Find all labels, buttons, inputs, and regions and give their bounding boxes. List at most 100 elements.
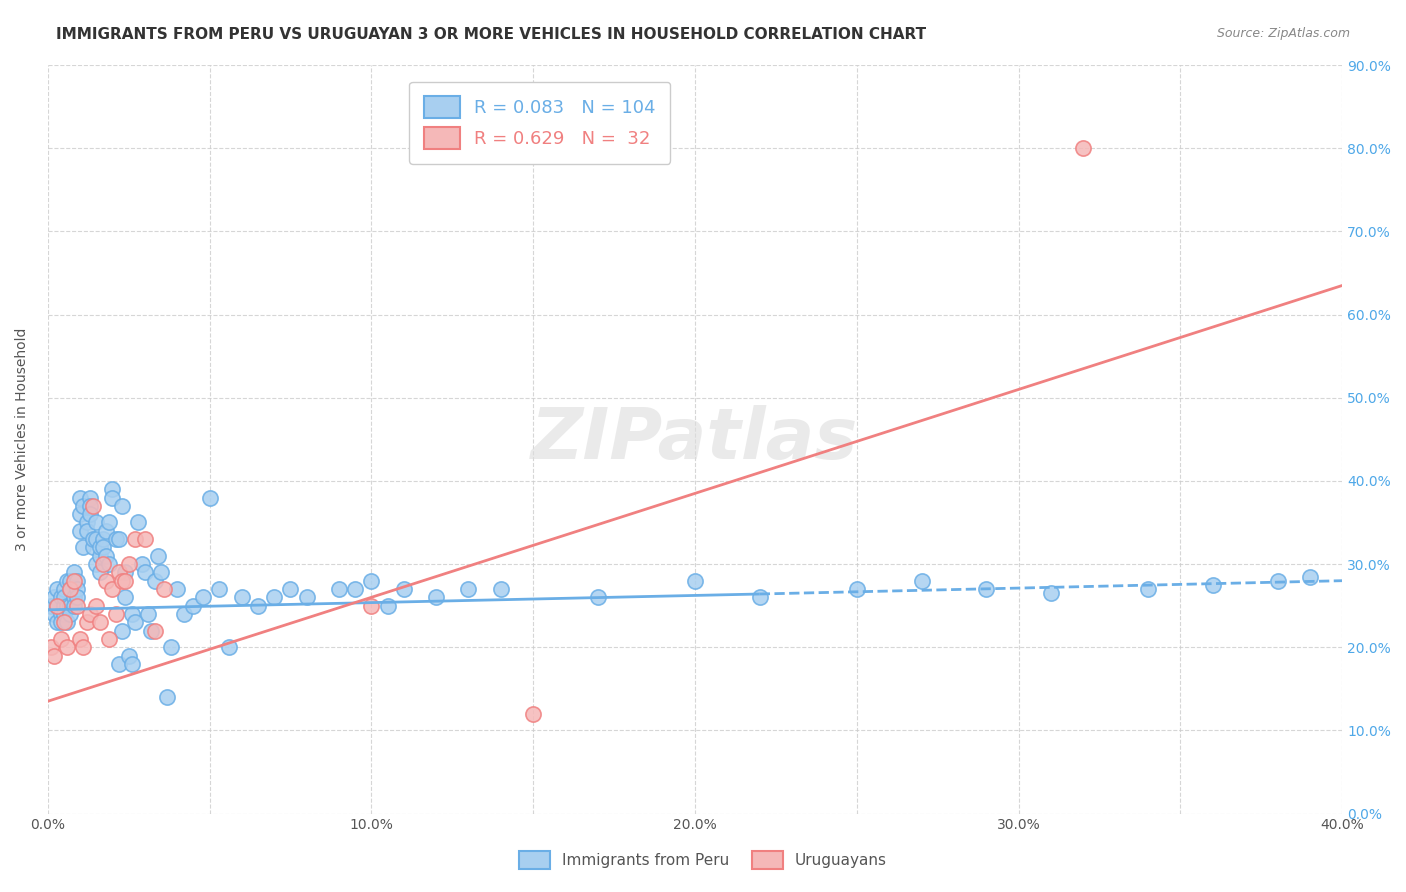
Point [39,599,62,613]
Point [66,599,89,613]
Point [59,599,82,613]
Point [91,532,114,546]
Point [586,591,609,605]
Point [69,524,91,538]
Point [98,557,121,571]
Point [84,599,107,613]
Point [82,532,104,546]
Point [141,624,163,638]
Point [153,582,176,596]
Point [98,516,121,530]
Point [46,615,69,630]
Point [79,507,101,521]
Point [56,640,79,655]
Point [76,516,98,530]
Point [62,566,84,580]
Point [84,557,107,571]
Point [360,574,382,588]
Point [328,582,350,596]
Point [39,640,62,655]
Point [121,607,143,621]
Point [457,582,479,596]
Point [91,541,114,555]
Point [46,582,69,596]
Point [44,648,66,663]
Point [111,574,134,588]
Point [52,591,75,605]
Point [82,541,104,555]
Point [231,591,253,605]
Point [127,516,149,530]
Point [218,640,240,655]
Point [52,615,75,630]
Point [136,607,159,621]
Point [69,491,91,505]
Point [489,582,512,596]
Point [101,482,124,496]
Point [59,582,82,596]
Point [79,491,101,505]
Point [156,690,179,705]
Point [108,532,131,546]
Point [89,615,111,630]
Point [1202,578,1225,592]
Point [360,599,382,613]
Point [114,574,136,588]
Legend: R = 0.083   N = 104, R = 0.629   N =  32: R = 0.083 N = 104, R = 0.629 N = 32 [409,81,671,163]
Point [59,607,82,621]
Text: IMMIGRANTS FROM PERU VS URUGUAYAN 3 OR MORE VEHICLES IN HOUSEHOLD CORRELATION CH: IMMIGRANTS FROM PERU VS URUGUAYAN 3 OR M… [56,27,927,42]
Legend: Immigrants from Peru, Uruguayans: Immigrants from Peru, Uruguayans [513,845,893,875]
Point [198,491,221,505]
Point [104,532,127,546]
Point [522,706,544,721]
Point [94,574,117,588]
Point [1267,574,1289,588]
Point [143,574,166,588]
Point [377,599,399,613]
Point [1040,586,1063,600]
Point [49,615,72,630]
Point [166,582,188,596]
Point [910,574,932,588]
Point [104,607,127,621]
Point [173,607,195,621]
Point [108,566,131,580]
Point [52,607,75,621]
Point [344,582,367,596]
Point [295,591,318,605]
Point [91,557,114,571]
Point [280,582,302,596]
Point [84,516,107,530]
Point [82,499,104,513]
Y-axis label: 3 or more Vehicles in Household: 3 or more Vehicles in Household [15,327,30,551]
Point [191,591,214,605]
Point [98,632,121,646]
Point [89,549,111,563]
Point [59,582,82,596]
Point [69,632,91,646]
Point [79,499,101,513]
Point [134,532,156,546]
Point [108,657,131,671]
Point [118,648,141,663]
Point [974,582,997,596]
Point [84,532,107,546]
Point [66,574,89,588]
Point [62,599,84,613]
Point [56,599,79,613]
Point [1137,582,1160,596]
Point [56,574,79,588]
Point [124,532,146,546]
Point [114,591,136,605]
Point [76,615,98,630]
Point [79,607,101,621]
Point [44,591,66,605]
Point [101,491,124,505]
Point [49,632,72,646]
Point [121,657,143,671]
Point [72,640,94,655]
Point [143,624,166,638]
Point [69,507,91,521]
Point [89,566,111,580]
Point [748,591,770,605]
